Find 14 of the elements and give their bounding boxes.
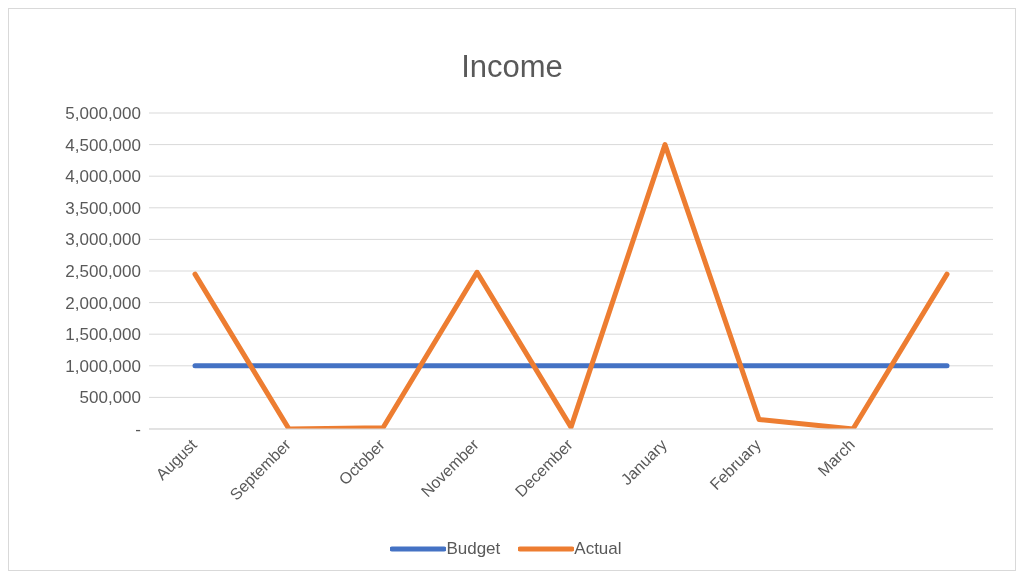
y-tick-label: 500,000 <box>79 388 141 408</box>
legend-label: Actual <box>574 539 622 559</box>
y-tick-label: 4,000,000 <box>65 167 141 187</box>
y-tick-label: 3,000,000 <box>65 230 141 250</box>
y-tick-label: - <box>135 420 141 440</box>
y-tick-label: 3,500,000 <box>65 198 141 218</box>
y-tick-label: 1,000,000 <box>65 356 141 376</box>
y-tick-label: 5,000,000 <box>65 104 141 124</box>
y-tick-label: 2,500,000 <box>65 262 141 282</box>
y-tick-label: 4,500,000 <box>65 135 141 155</box>
chart-title: Income <box>460 49 564 85</box>
legend-label: Budget <box>446 539 501 559</box>
y-tick-label: 2,000,000 <box>65 293 141 313</box>
y-tick-label: 1,500,000 <box>65 325 141 345</box>
